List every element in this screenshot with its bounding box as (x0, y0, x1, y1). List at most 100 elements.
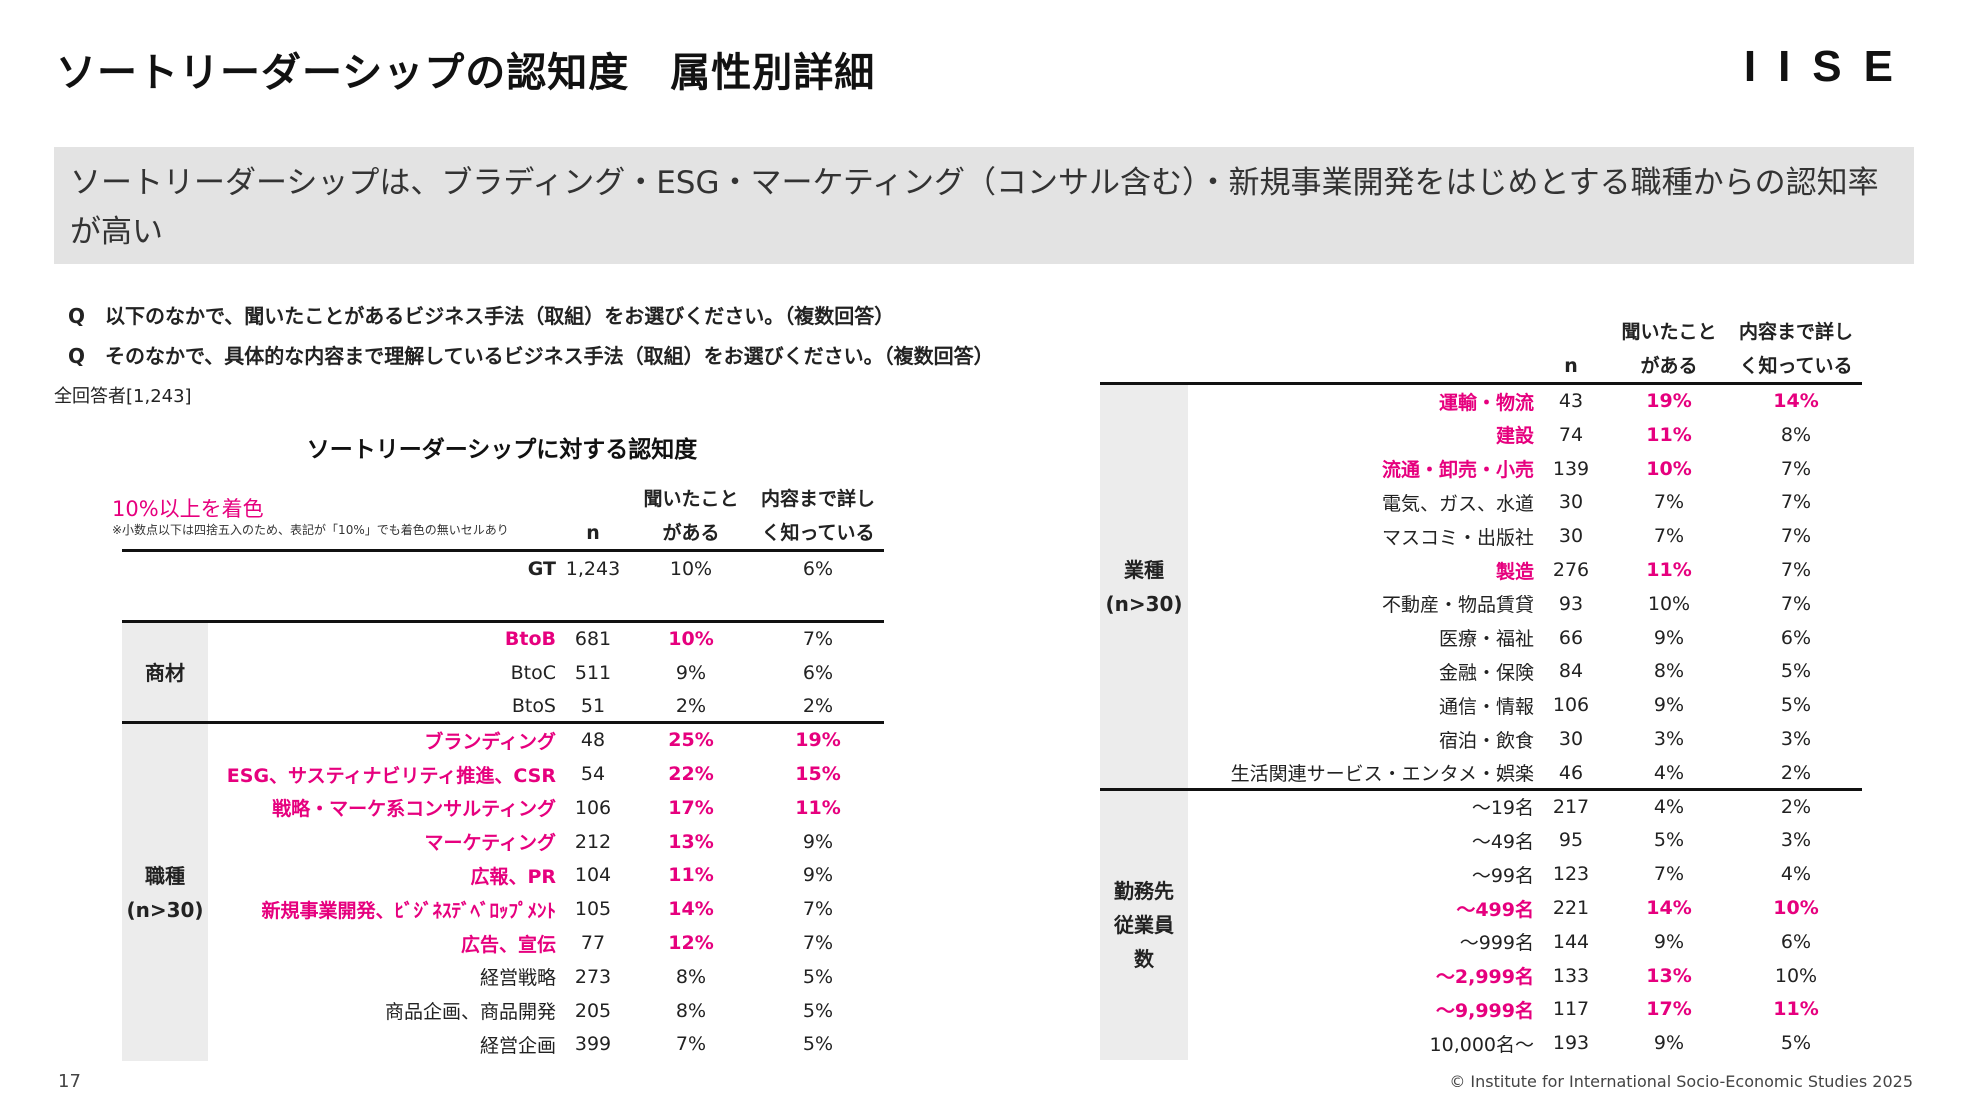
row-label: BtoS (511, 695, 556, 718)
row-n: 54 (580, 763, 606, 785)
row-n: 77 (580, 932, 606, 954)
col-n-header-right: n (1564, 355, 1578, 377)
row-label: 商品企画、商品開発 (384, 1001, 556, 1024)
table-row: 生活関連サービス・エンタメ・娯楽 46 4% 2% (1100, 756, 1862, 790)
page-number: 17 (58, 1071, 81, 1092)
row-heard: 14% (1646, 897, 1692, 919)
table-row: ～9,999名 117 17% 11% (1100, 992, 1862, 1026)
row-detail: 5% (802, 965, 834, 988)
table-row: 経営戦略 273 8% 5% (122, 960, 884, 994)
row-detail: 5% (1780, 1032, 1812, 1055)
row-n: 95 (1558, 829, 1584, 852)
row-detail: 7% (1780, 592, 1812, 615)
table-row: ESG、サスティナビリティ推進、CSR 54 22% 15% (122, 757, 884, 791)
legend-label: 10%以上を着色 (112, 497, 264, 521)
row-heard: 9% (1653, 1032, 1685, 1055)
iise-logo: IISE (1743, 42, 1915, 91)
row-detail: 5% (802, 999, 834, 1022)
row-detail: 7% (1780, 525, 1812, 548)
row-n: 30 (1558, 525, 1584, 548)
row-heard: 7% (1653, 525, 1685, 548)
table-title: ソートリーダーシップに対する認知度 (306, 437, 698, 463)
row-n: 106 (574, 796, 612, 819)
row-heard: 9% (1653, 626, 1685, 649)
table-row: 商品企画、商品開発 205 8% 5% (122, 994, 884, 1028)
row-n: 84 (1558, 660, 1584, 683)
row-detail: 5% (1780, 694, 1812, 717)
row-detail: 5% (802, 1033, 834, 1056)
gt-label: GT (527, 558, 556, 580)
col-detail-header-right-2: く知っている (1739, 355, 1853, 377)
row-heard: 9% (1653, 930, 1685, 953)
row-detail: 2% (1780, 761, 1812, 784)
table-row: ～499名 221 14% 10% (1100, 891, 1862, 925)
row-label: ～49名 (1471, 830, 1534, 853)
table-row: ～2,999名 133 13% 10% (1100, 959, 1862, 993)
row-n: 106 (1552, 694, 1590, 717)
row-n: 105 (574, 898, 612, 921)
row-detail: 10% (1773, 897, 1819, 919)
row-n: 133 (1552, 964, 1590, 987)
col-heard-header-1: 聞いたこと (643, 488, 739, 510)
row-label: ～99名 (1471, 864, 1534, 887)
row-heard: 3% (1653, 728, 1685, 750)
header-rule-left (122, 549, 884, 552)
table-row: BtoC 511 9% 6% (122, 656, 884, 690)
col-heard-header-right-2: がある (1640, 355, 1698, 377)
row-heard: 10% (1647, 592, 1691, 615)
row-label: ～9,999名 (1435, 999, 1534, 1022)
row-heard: 13% (668, 830, 714, 853)
row-n: 104 (574, 864, 612, 887)
header-rule-right (1100, 382, 1862, 385)
table-row: 運輸・物流 43 19% 14% (1100, 384, 1862, 418)
table-row: 不動産・物品賃貸 93 10% 7% (1100, 587, 1862, 621)
row-heard: 25% (668, 729, 714, 752)
table-row: 新規事業開発、ﾋﾞｼﾞﾈｽﾃﾞﾍﾞﾛｯﾌﾟﾒﾝﾄ 105 14% 7% (122, 892, 884, 926)
row-label: 経営戦略 (479, 967, 556, 990)
row-label: 宿泊・飲食 (1438, 729, 1534, 752)
row-n: 46 (1558, 761, 1584, 784)
row-label: BtoB (504, 627, 556, 650)
row-n: 48 (580, 729, 606, 752)
group-rule (122, 619, 884, 623)
row-detail: 7% (802, 627, 834, 650)
table-row: 広報、PR 104 11% 9% (122, 858, 884, 892)
row-detail: 10% (1774, 964, 1818, 987)
legend-note: ※小数点以下は四捨五入のため、表記が「10%」でも着色の無いセルあり (112, 523, 509, 537)
col-n-header: n (586, 522, 600, 544)
row-n: 681 (574, 627, 612, 650)
row-heard: 7% (1653, 491, 1685, 514)
row-n: 74 (1558, 423, 1584, 446)
row-label: 製造 (1495, 560, 1534, 583)
group-label: 業種 (n>30) (1100, 385, 1188, 790)
row-detail: 3% (1780, 829, 1812, 852)
row-detail: 8% (1780, 423, 1812, 446)
row-heard: 9% (1653, 694, 1685, 717)
gt-heard: 10% (669, 558, 713, 580)
row-detail: 9% (802, 864, 834, 887)
row-n: 217 (1552, 795, 1590, 818)
row-n: 30 (1558, 491, 1584, 514)
table-row: ～999名 144 9% 6% (1100, 925, 1862, 959)
table-row: BtoB 681 10% 7% (122, 622, 884, 656)
table-row: マーケティング 212 13% 9% (122, 825, 884, 859)
group-rule (122, 721, 884, 725)
row-detail: 2% (802, 695, 834, 718)
table-row: 金融・保険 84 8% 5% (1100, 654, 1862, 688)
col-heard-header-right-1: 聞いたこと (1621, 321, 1717, 343)
group-rule (1100, 787, 1862, 791)
row-n: 212 (574, 830, 612, 853)
row-n: 193 (1552, 1032, 1590, 1055)
row-heard: 10% (1646, 457, 1692, 480)
row-heard: 8% (675, 999, 707, 1022)
row-label: ESG、サスティナビリティ推進、CSR (226, 764, 556, 787)
row-detail: 2% (1780, 795, 1812, 818)
row-n: 66 (1558, 626, 1584, 649)
col-detail-header-right-1: 内容まで詳し (1738, 321, 1853, 343)
page-title: ソートリーダーシップの認知度 属性別詳細 (56, 50, 876, 96)
row-label: 経営企画 (479, 1034, 556, 1057)
table-row: 戦略・マーケ系コンサルティング 106 17% 11% (122, 791, 884, 825)
row-detail: 3% (1780, 728, 1812, 750)
row-detail: 7% (1780, 491, 1812, 514)
row-label: ～499名 (1456, 898, 1534, 921)
